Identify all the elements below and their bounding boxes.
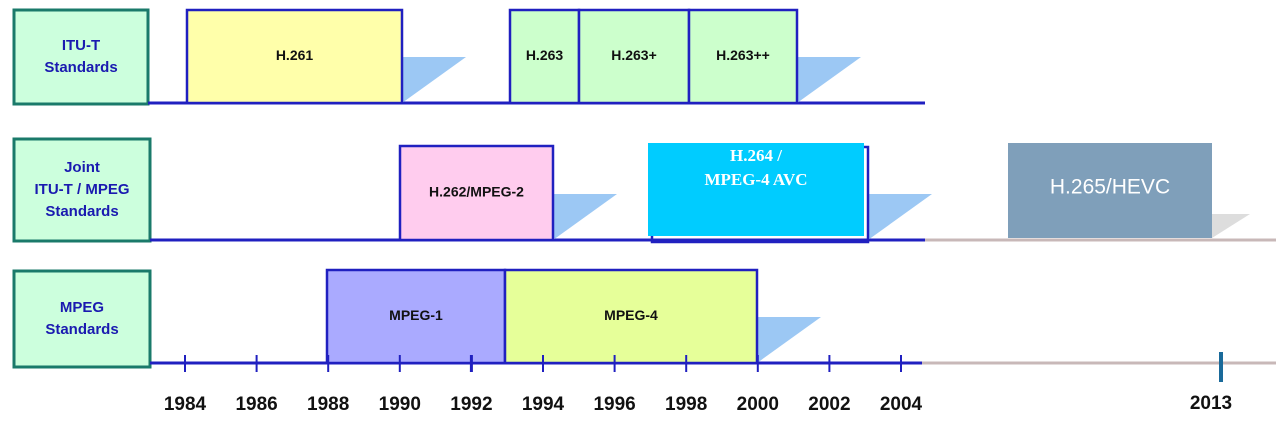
row-label: MPEG <box>60 299 104 316</box>
standard-box <box>503 268 759 365</box>
row-label: Joint <box>64 159 100 176</box>
standard-box <box>1008 143 1212 238</box>
standard-label: MPEG-1 <box>389 307 443 323</box>
box-shadow <box>402 57 466 103</box>
standard-label: MPEG-4 <box>604 307 658 323</box>
standard-label: H.264 / <box>730 146 782 165</box>
year-label: 1998 <box>665 394 707 415</box>
row-label-box <box>12 137 152 243</box>
year-label: 1990 <box>379 394 421 415</box>
row-label: ITU-T / MPEG <box>35 181 130 198</box>
standard-label: MPEG-4 AVC <box>704 170 807 189</box>
row-label-box <box>12 269 152 369</box>
year-label: 1992 <box>450 394 492 415</box>
standard-box <box>185 8 404 105</box>
standard-box <box>398 144 555 242</box>
row-label: Standards <box>44 59 117 76</box>
standard-box <box>648 143 864 236</box>
row-label: Standards <box>45 203 118 220</box>
year-label: 2002 <box>808 394 850 415</box>
year-label: 2004 <box>880 394 923 415</box>
row-label: Standards <box>45 321 118 338</box>
year-label: 1986 <box>235 394 277 415</box>
standard-label: H.263+ <box>611 47 657 63</box>
standard-label: H.263 <box>526 47 564 63</box>
box-shadow <box>1212 214 1250 238</box>
standard-label: H.262/MPEG-2 <box>429 184 524 200</box>
box-shadow <box>868 194 932 240</box>
standard-label: H.263++ <box>716 47 770 63</box>
standard-label: H.261 <box>276 47 314 63</box>
year-label: 1996 <box>593 394 635 415</box>
year-label: 1988 <box>307 394 349 415</box>
box-shadow <box>757 317 821 363</box>
box-shadow <box>553 194 617 240</box>
year-label: 1994 <box>522 394 565 415</box>
standard-box <box>508 8 581 105</box>
standard-label: H.265/HEVC <box>1050 176 1170 199</box>
year-label: 1984 <box>164 394 207 415</box>
row-label: ITU-T <box>62 37 100 54</box>
row-label-box <box>12 8 150 106</box>
standard-box <box>687 8 799 105</box>
box-shadow <box>797 57 861 103</box>
year-label: 2000 <box>737 394 779 415</box>
standard-box <box>325 268 507 365</box>
year-label: 2013 <box>1190 393 1232 414</box>
